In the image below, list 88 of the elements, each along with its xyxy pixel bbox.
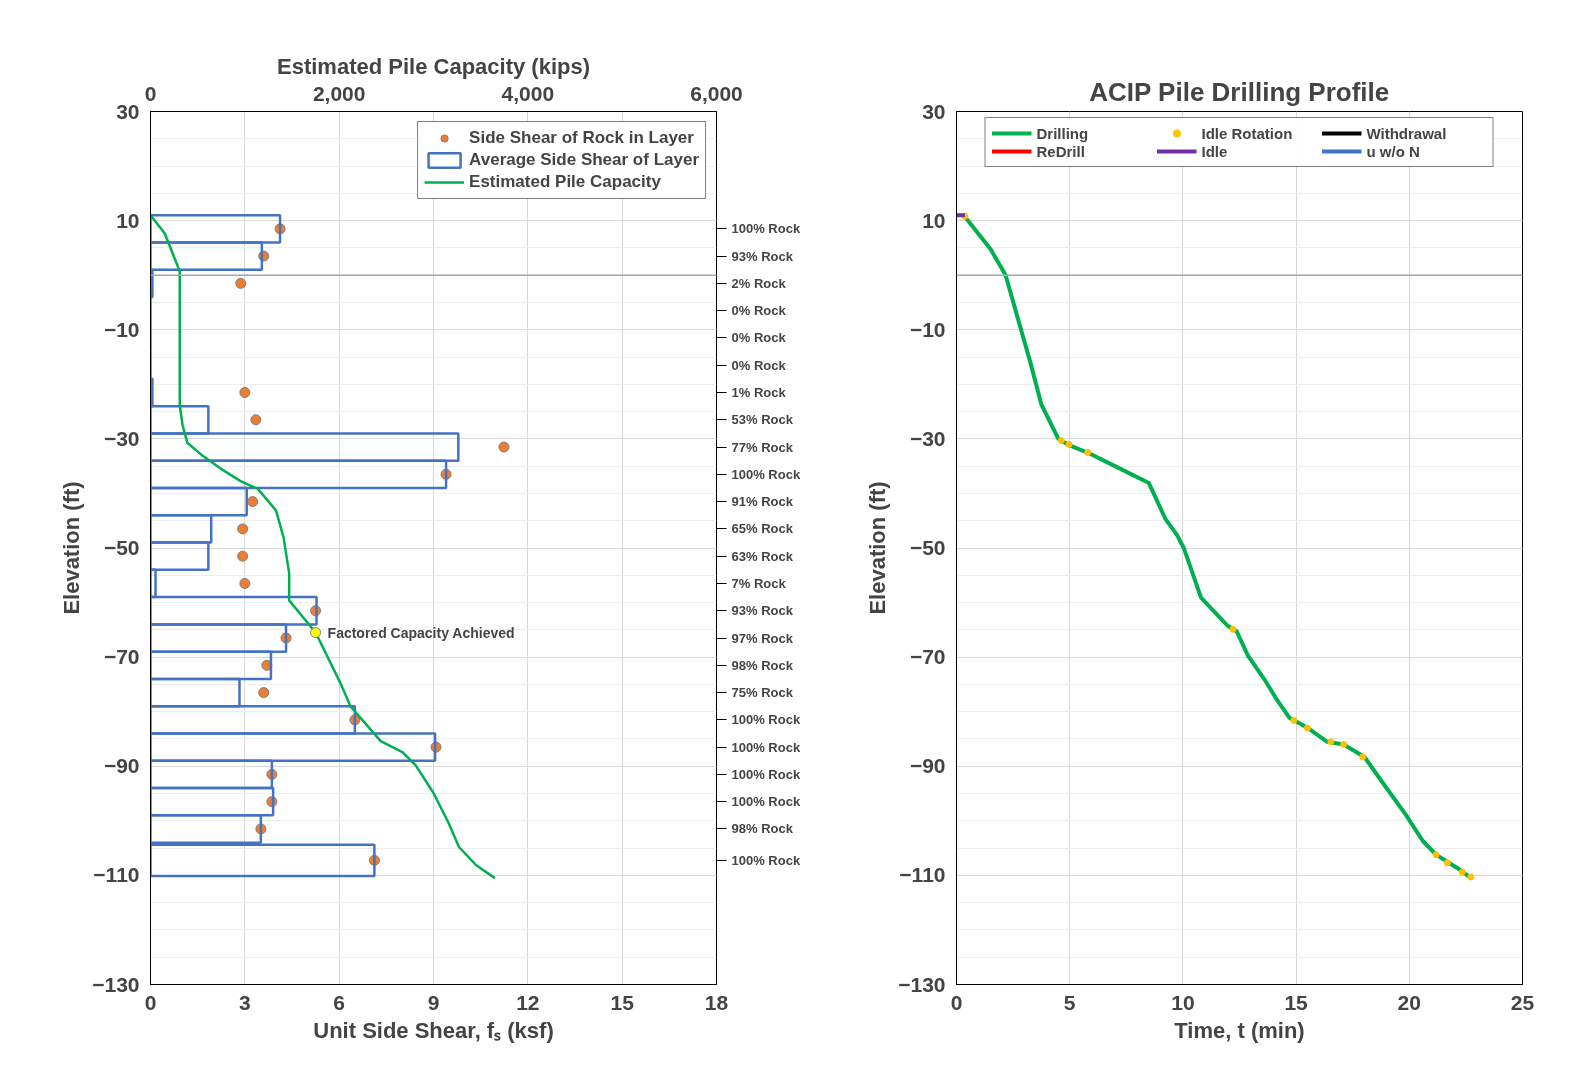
- text: 7% Rock: [731, 575, 787, 591]
- legend-label: Idle: [1201, 142, 1229, 160]
- x2-tick-label: 6,000: [690, 81, 743, 105]
- y-tick-label: −110: [899, 863, 946, 887]
- x-tick-label: 15: [1284, 990, 1309, 1014]
- text: 100% Rock: [731, 739, 801, 755]
- text: 98% Rock: [731, 821, 794, 837]
- text: 100% Rock: [731, 466, 801, 482]
- legend-label: Side Shear of Rock in Layer: [469, 128, 694, 148]
- y-tick-label: −10: [103, 317, 140, 341]
- x-tick-label: 12: [516, 990, 540, 1014]
- x-tick-label: 10: [1171, 990, 1195, 1014]
- text: 2% Rock: [731, 275, 787, 291]
- text: 100% Rock: [731, 794, 801, 810]
- point: [1432, 851, 1440, 859]
- text: 91% Rock: [731, 494, 794, 510]
- y-tick-label: 10: [116, 208, 140, 232]
- point: [1084, 449, 1092, 457]
- y-tick-label: −10: [909, 317, 946, 341]
- text: 0% Rock: [731, 330, 787, 346]
- legend-label: Average Side Shear of Layer: [469, 150, 699, 170]
- text: 93% Rock: [731, 248, 794, 264]
- text: 75% Rock: [731, 685, 794, 701]
- x-tick-label: 18: [704, 990, 729, 1014]
- point: [1467, 873, 1475, 881]
- y-axis-title: Elevation (ft): [59, 481, 85, 615]
- y-tick-label: −110: [93, 863, 140, 887]
- x-tick-label: 5: [1063, 990, 1076, 1014]
- point: [1303, 724, 1311, 732]
- point: [1340, 740, 1348, 748]
- text: 98% Rock: [731, 657, 794, 673]
- y-tick-label: −50: [103, 536, 140, 559]
- legend-label: Idle Rotation: [1201, 124, 1294, 142]
- legend-label: Withdrawal: [1366, 124, 1448, 142]
- x2-axis-title: Estimated Pile Capacity (kips): [277, 53, 590, 79]
- x-tick-label: 20: [1397, 990, 1421, 1014]
- text: 0% Rock: [731, 303, 787, 319]
- y-tick-label: −130: [898, 972, 946, 996]
- x-tick-label: 3: [238, 990, 251, 1014]
- x-tick-label: 0: [950, 990, 963, 1014]
- x-tick-label: 0: [144, 990, 157, 1014]
- point: [1057, 437, 1065, 445]
- y-tick-label: −130: [92, 972, 140, 996]
- x-tick-label: 15: [610, 990, 635, 1014]
- y-tick-label: −30: [909, 426, 946, 450]
- text: 65% Rock: [731, 521, 794, 537]
- text: 1% Rock: [731, 385, 787, 400]
- text: 77% Rock: [731, 439, 794, 455]
- x2-tick-label: 2,000: [312, 81, 366, 105]
- y-tick-label: 30: [116, 99, 140, 123]
- x2-tick-label: 4,000: [501, 81, 555, 105]
- point: [1290, 716, 1298, 724]
- legend-label: u w/o N: [1366, 142, 1421, 160]
- y-tick-label: 10: [922, 208, 946, 232]
- text: 93% Rock: [731, 603, 794, 619]
- x-axis-title: Time, t (min): [1174, 1017, 1305, 1043]
- point: [1229, 625, 1237, 633]
- y-tick-label: −70: [103, 645, 140, 669]
- legend-label: Drilling: [1036, 124, 1090, 142]
- point: [1458, 868, 1466, 876]
- x2-tick-label: 0: [144, 81, 157, 105]
- point: [1327, 738, 1335, 746]
- point: [1065, 440, 1073, 448]
- y-tick-label: −50: [909, 536, 946, 559]
- y-tick-label: −30: [103, 426, 140, 450]
- x-axis-title: Unit Side Shear, fₛ (ksf): [313, 1017, 554, 1043]
- point: [1359, 753, 1367, 761]
- y-tick-label: −70: [909, 645, 946, 669]
- chart-title: ACIP Pile Drilling Profile: [1089, 76, 1390, 107]
- text: 97% Rock: [731, 630, 794, 646]
- text: 100% Rock: [731, 766, 801, 782]
- text: 53% Rock: [731, 412, 794, 428]
- point: [1443, 859, 1451, 867]
- text: 100% Rock: [731, 221, 801, 237]
- y-tick-label: −90: [103, 754, 140, 778]
- text: 100% Rock: [731, 852, 801, 868]
- annotation: Factored Capacity Achieved: [327, 624, 515, 641]
- x-tick-label: 25: [1510, 990, 1535, 1014]
- legend-label: ReDrill: [1036, 142, 1086, 160]
- legend-label: Estimated Pile Capacity: [469, 172, 661, 192]
- text: 63% Rock: [731, 548, 794, 564]
- x-tick-label: 6: [333, 990, 346, 1014]
- x-tick-label: 9: [427, 990, 440, 1014]
- y-tick-label: 30: [922, 99, 946, 123]
- y-axis-title: Elevation (ft): [865, 481, 891, 615]
- text: 0% Rock: [731, 357, 787, 373]
- text: 100% Rock: [731, 712, 801, 728]
- y-tick-label: −90: [909, 754, 946, 778]
